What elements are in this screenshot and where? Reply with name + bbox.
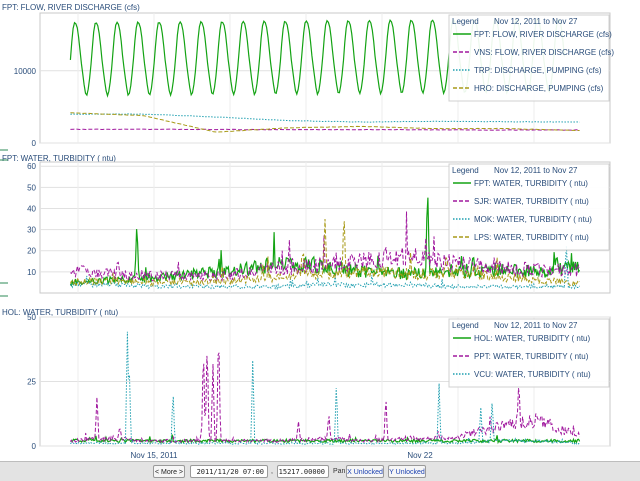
panel-title: FPT: FLOW, RIVER DISCHARGE (cfs): [2, 3, 140, 12]
legend-period: Nov 12, 2011 to Nov 27: [494, 321, 578, 330]
legend-entry: MOK: WATER, TURBIDITY ( ntu): [474, 215, 592, 224]
chart-panel-2: FPT: WATER, TURBIDITY ( ntu) 10 20 30 40 50 60…: [2, 154, 611, 294]
more-button[interactable]: < More >: [153, 465, 185, 478]
x-unlocked-button[interactable]: X Unlocked: [346, 465, 384, 478]
series-line-vcu-water-turbidity-ntu: [70, 331, 580, 446]
chart-panel-1: FPT: FLOW, RIVER DISCHARGE (cfs) 0 10000 Le…: [2, 3, 614, 148]
y-tick-label: 30: [27, 226, 36, 235]
series-line-trp-discharge-pumping-cfs: [70, 113, 580, 123]
legend-entry: SJR: WATER, TURBIDITY ( ntu): [474, 197, 589, 206]
panel-resize-handle: [0, 282, 8, 297]
y-tick-label: 60: [27, 162, 36, 171]
legend-box: [448, 318, 610, 388]
panel-title: FPT: WATER, TURBIDITY ( ntu): [2, 154, 116, 163]
legend-entry: TRP: DISCHARGE, PUMPING (cfs): [474, 66, 602, 75]
legend-period: Nov 12, 2011 to Nov 27: [494, 17, 578, 26]
legend-box: [448, 14, 610, 102]
value-field[interactable]: 15217.00000: [277, 465, 329, 478]
y-tick-label: 50: [27, 183, 36, 192]
chart-legend: Legend Nov 12, 2011 to Nov 27 HOL: WATER, …: [448, 318, 610, 388]
legend-box: [448, 163, 610, 251]
pan-label: Pan: [333, 468, 346, 475]
panel-title: HOL: WATER, TURBIDITY ( ntu): [2, 308, 119, 317]
y-tick-label: 50: [27, 313, 36, 322]
chart-legend: Legend Nov 12, 2011 to Nov 27 FPT: WATER, …: [448, 163, 610, 251]
x-tick-label: Nov 15, 2011: [131, 451, 179, 460]
chart-area[interactable]: FPT: FLOW, RIVER DISCHARGE (cfs) 0 10000 Le…: [0, 0, 640, 461]
chart-panel-3: HOL: WATER, TURBIDITY ( ntu) 0 25 50 Nov 15,…: [2, 308, 611, 460]
legend-entry: FPT: FLOW, RIVER DISCHARGE (cfs): [474, 30, 612, 39]
legend-entry: FPT: WATER, TURBIDITY ( ntu): [474, 179, 588, 188]
series-line-ppt-water-turbidity-ntu: [70, 352, 581, 444]
y-tick-label: 40: [27, 204, 36, 213]
bottom-toolbar: < More > 2011/11/20 07:00 , 15217.00000 …: [0, 461, 640, 481]
series-line-sjr-water-turbidity-ntu: [70, 211, 581, 282]
legend-entry: HOL: WATER, TURBIDITY ( ntu): [474, 334, 591, 343]
chart-legend: Legend Nov 12, 2011 to Nov 27 FPT: FLOW, R…: [448, 14, 614, 102]
legend-entry: HRO: DISCHARGE, PUMPING (cfs): [474, 84, 604, 93]
y-tick-label: 10: [27, 268, 36, 277]
legend-entry: LPS: WATER, TURBIDITY ( ntu): [474, 233, 589, 242]
y-tick-label: 10000: [14, 67, 37, 76]
legend-title: Legend: [452, 166, 479, 175]
series-line-lps-water-turbidity-ntu: [69, 218, 581, 288]
legend-entry: PPT: WATER, TURBIDITY ( ntu): [474, 352, 589, 361]
series-line-hro-discharge-pumping-cfs: [70, 112, 580, 133]
y-tick-label: 0: [32, 139, 37, 148]
y-tick-label: 20: [27, 247, 36, 256]
x-tick-label: Nov 22: [407, 451, 433, 460]
legend-title: Legend: [452, 17, 479, 26]
series-line-vns-flow-river-discharge-cfs: [70, 128, 580, 131]
y-tick-label: 25: [27, 378, 36, 387]
datetime-field[interactable]: 2011/11/20 07:00: [190, 465, 268, 478]
legend-entry: VCU: WATER, TURBIDITY ( ntu): [474, 370, 591, 379]
legend-title: Legend: [452, 321, 479, 330]
y-tick-label: 0: [32, 442, 37, 451]
y-unlocked-button[interactable]: Y Unlocked: [388, 465, 426, 478]
legend-period: Nov 12, 2011 to Nov 27: [494, 166, 578, 175]
series-line-mok-water-turbidity-ntu: [70, 245, 581, 291]
comma-separator: ,: [271, 468, 273, 475]
legend-entry: VNS: FLOW, RIVER DISCHARGE (cfs): [474, 48, 614, 57]
panel-resize-handle: [0, 149, 8, 161]
